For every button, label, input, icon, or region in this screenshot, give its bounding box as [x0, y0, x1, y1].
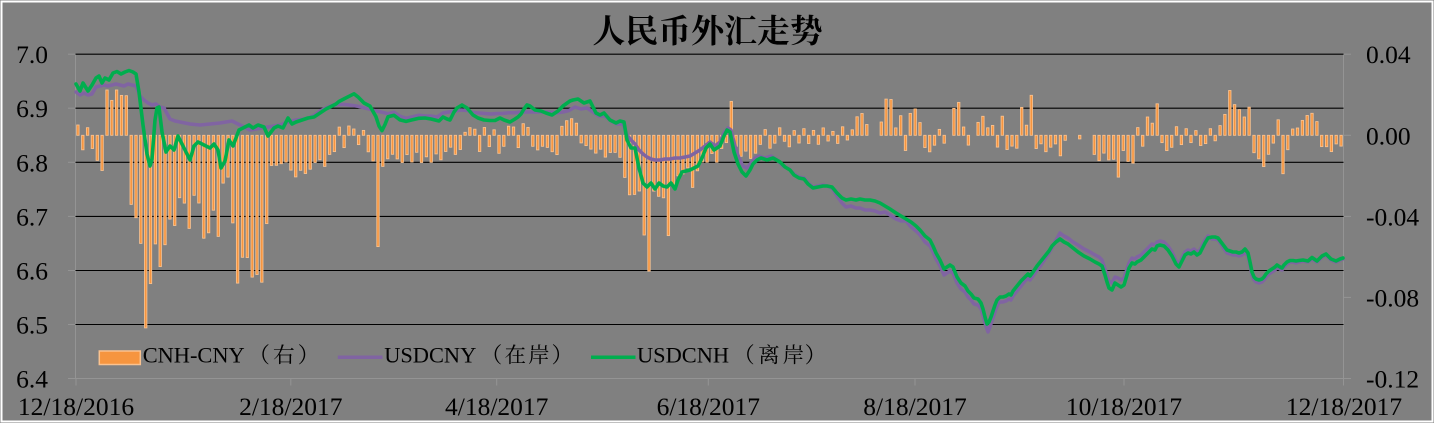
svg-text:6.5: 6.5 [16, 311, 48, 340]
svg-text:-0.12: -0.12 [1366, 365, 1419, 394]
svg-text:12/18/2016: 12/18/2016 [18, 392, 134, 421]
svg-text:6.9: 6.9 [16, 94, 48, 123]
svg-text:-0.04: -0.04 [1366, 202, 1419, 231]
svg-text:6/18/2017: 6/18/2017 [657, 392, 761, 421]
svg-text:USDCNY: USDCNY [384, 343, 476, 368]
svg-text:USDCNH: USDCNH [637, 343, 729, 368]
svg-text:CNH-CNY: CNH-CNY [143, 343, 245, 368]
svg-text:6.4: 6.4 [16, 365, 48, 394]
svg-text:0.00: 0.00 [1366, 121, 1411, 150]
svg-text:10/18/2017: 10/18/2017 [1066, 392, 1182, 421]
svg-text:8/18/2017: 8/18/2017 [863, 392, 967, 421]
svg-text:2/18/2017: 2/18/2017 [239, 392, 343, 421]
svg-text:-0.08: -0.08 [1366, 283, 1419, 312]
svg-text:0.04: 0.04 [1366, 40, 1411, 69]
svg-text:6.8: 6.8 [16, 148, 48, 177]
svg-text:7.0: 7.0 [16, 40, 48, 69]
svg-text:12/18/2017: 12/18/2017 [1286, 392, 1402, 421]
svg-text:4/18/2017: 4/18/2017 [445, 392, 549, 421]
svg-text:6.7: 6.7 [16, 202, 48, 231]
svg-text:6.6: 6.6 [16, 257, 48, 286]
